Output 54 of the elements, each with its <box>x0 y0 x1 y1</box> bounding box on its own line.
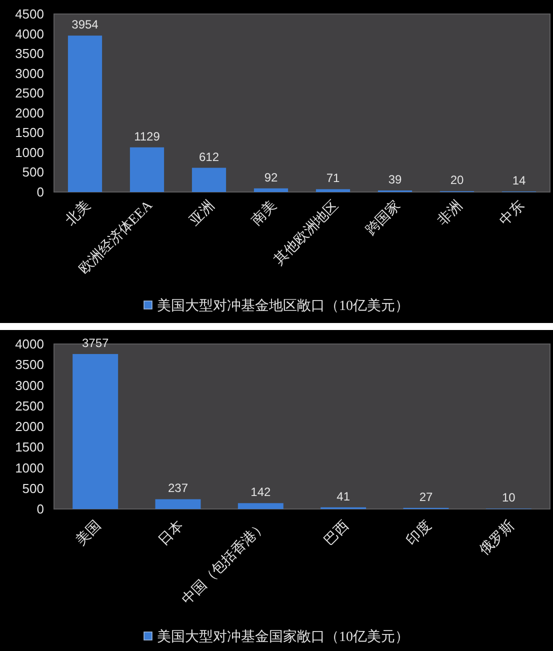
y-tick-label: 3500 <box>15 46 44 62</box>
data-label: 3954 <box>72 18 99 32</box>
y-tick-label: 1500 <box>15 440 44 455</box>
bar <box>72 354 118 509</box>
data-label: 142 <box>250 485 271 500</box>
y-tick-label: 1500 <box>15 125 44 140</box>
data-label: 71 <box>326 171 340 186</box>
y-tick-label: 2500 <box>15 398 44 414</box>
y-tick-label: 0 <box>36 184 44 200</box>
x-tick-label: 俄罗斯 <box>476 518 518 559</box>
y-tick-label: 4000 <box>15 336 44 352</box>
y-tick-label: 1000 <box>15 144 44 160</box>
y-tick-label: 4000 <box>15 26 44 42</box>
y-tick-label: 2000 <box>15 105 44 120</box>
bar <box>238 503 284 509</box>
y-tick-label: 1000 <box>15 460 44 476</box>
y-tick-label: 0 <box>36 502 44 516</box>
x-tick-label: 巴西 <box>322 518 352 549</box>
x-tick-label: 美国 <box>73 518 104 549</box>
data-label: 27 <box>419 490 433 504</box>
x-tick-label: 日本 <box>156 518 187 549</box>
x-tick-label: 北美 <box>62 198 94 229</box>
bar <box>192 168 226 192</box>
y-tick-label: 3000 <box>15 378 44 393</box>
x-tick-label: 非洲 <box>434 198 466 229</box>
y-tick-label: 500 <box>22 164 44 180</box>
data-label: 41 <box>336 489 350 504</box>
y-tick-label: 2000 <box>15 419 44 434</box>
data-label: 237 <box>168 481 188 496</box>
bar <box>130 147 164 192</box>
data-label: 39 <box>388 172 402 186</box>
data-label: 20 <box>450 173 464 188</box>
x-tick-label: 亚洲 <box>186 198 218 229</box>
y-tick-label: 2500 <box>15 86 44 101</box>
legend-label: 美国大型对冲基金地区敞口（10亿美元） <box>157 298 409 314</box>
bar <box>316 189 350 192</box>
x-tick-label: 跨国家 <box>362 198 404 239</box>
data-label: 92 <box>264 170 278 184</box>
bar <box>68 36 102 192</box>
data-label: 612 <box>198 150 220 164</box>
data-label: 10 <box>502 490 516 505</box>
bar <box>254 188 288 192</box>
data-label: 14 <box>512 173 526 188</box>
x-tick-label: 中东 <box>496 198 528 229</box>
y-tick-label: 3500 <box>15 357 44 372</box>
data-label: 1129 <box>134 129 160 144</box>
x-tick-label: 南美 <box>248 198 280 229</box>
data-label: 3757 <box>82 336 110 350</box>
x-tick-label: 印度 <box>404 518 435 549</box>
y-tick-label: 4500 <box>15 6 44 22</box>
bar <box>155 499 201 509</box>
y-tick-label: 3000 <box>15 66 44 81</box>
y-tick-label: 500 <box>22 480 44 496</box>
legend-label: 美国大型对冲基金国家敞口（10亿美元） <box>157 629 409 645</box>
